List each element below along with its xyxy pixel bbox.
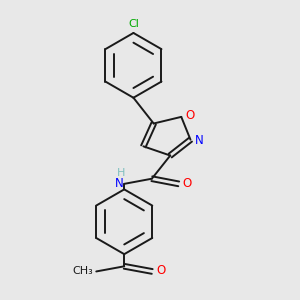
Text: N: N <box>114 177 123 190</box>
Text: O: O <box>156 264 165 277</box>
Text: O: O <box>186 109 195 122</box>
Text: O: O <box>182 177 192 190</box>
Text: N: N <box>195 134 204 147</box>
Text: Cl: Cl <box>128 19 139 29</box>
Text: H: H <box>117 168 125 178</box>
Text: CH₃: CH₃ <box>73 266 93 277</box>
